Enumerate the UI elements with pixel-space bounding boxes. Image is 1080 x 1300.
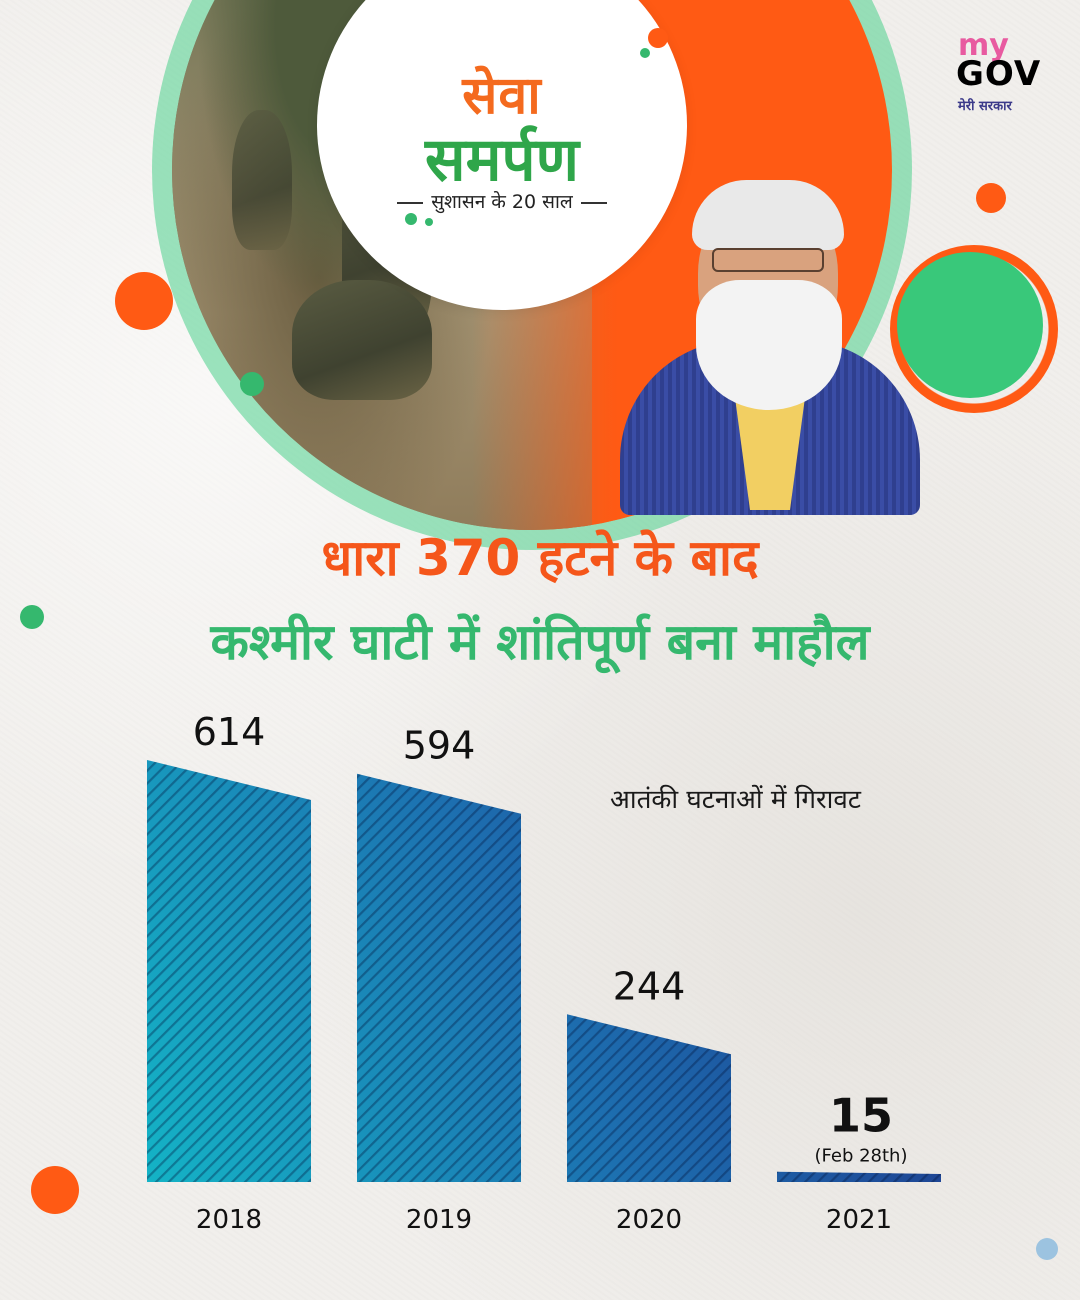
logo-title-sewa: सेवा: [462, 66, 542, 126]
soldier-figure: [292, 280, 432, 400]
logo-title-samarpan: समर्पण: [425, 125, 579, 195]
value-note-2021: (Feb 28th): [814, 1146, 907, 1167]
portrait-glasses: [712, 248, 824, 272]
x-tick-label-2019: 2019: [406, 1205, 472, 1235]
decorative-dot: [240, 372, 264, 396]
mygov-my: my: [958, 28, 1009, 63]
tagline-dash: [580, 201, 607, 204]
x-tick-label-2021: 2021: [826, 1205, 892, 1235]
decorative-dot: [20, 605, 44, 629]
decorative-green-disc: [897, 252, 1043, 398]
headline-line-1: धारा 370 हटने के बाद: [321, 529, 759, 587]
x-tick-label-2018: 2018: [196, 1205, 262, 1235]
value-label-2018: 614: [193, 710, 266, 754]
decorative-dot: [976, 183, 1006, 213]
decorative-dot: [648, 28, 668, 48]
portrait-hair: [692, 180, 844, 250]
decorative-dot: [405, 213, 417, 225]
mygov-gov: GOV: [956, 54, 1042, 94]
value-label-2021: 15: [829, 1089, 893, 1143]
portrait-beard: [696, 280, 842, 410]
headline-line-2: कश्मीर घाटी में शांतिपूर्ण बना माहौल: [210, 613, 870, 671]
value-label-2020: 244: [613, 964, 686, 1008]
mygov-logo: my GOV मेरी सरकार: [950, 28, 1060, 114]
bar-hatch-2020: [567, 1014, 731, 1182]
logo-badge: सेवा समर्पण सुशासन के 20 साल: [317, 0, 687, 310]
decorative-dot: [115, 272, 173, 330]
tagline-dash: [397, 201, 424, 204]
bar-hatch-2021: [777, 1171, 941, 1182]
decorative-dot: [640, 48, 650, 58]
tagline-text: सुशासन के 20 साल: [431, 191, 573, 213]
bar-hatch-2019: [357, 773, 521, 1182]
chart-title: आतंकी घटनाओं में गिरावट: [610, 785, 861, 815]
soldier-figure: [232, 110, 292, 250]
decorative-dot: [31, 1166, 79, 1214]
logo-tagline: सुशासन के 20 साल: [317, 188, 687, 214]
mygov-subtitle: मेरी सरकार: [958, 99, 1012, 114]
value-label-2019: 594: [403, 724, 476, 768]
decorative-dot: [425, 218, 433, 226]
bar-hatch-2018: [147, 760, 311, 1182]
x-tick-label-2020: 2020: [616, 1205, 682, 1235]
leader-portrait: [610, 170, 930, 515]
decorative-dot: [1036, 1238, 1058, 1260]
